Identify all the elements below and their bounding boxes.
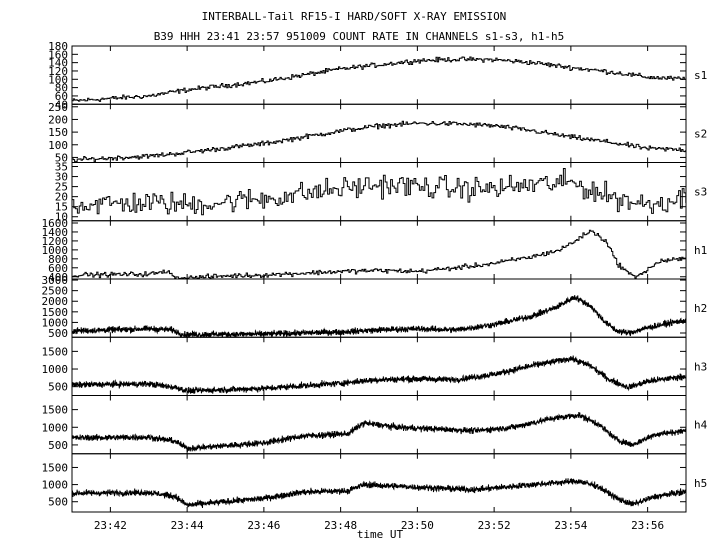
x-tick-label: 23:42 bbox=[94, 519, 127, 532]
x-tick-label: 23:44 bbox=[171, 519, 204, 532]
series-label: s3 bbox=[694, 186, 707, 199]
x-axis: 23:42 23:44 23:46 23:48 23:50 23:52 23:54 23:56 bbox=[94, 519, 664, 532]
y-tick-label: 160 bbox=[48, 48, 68, 61]
y-tick-label: 180 bbox=[48, 40, 68, 53]
y-tick-label: 100 bbox=[48, 73, 68, 86]
y-tick-label: 2000 bbox=[42, 295, 69, 308]
series-label: s1 bbox=[694, 69, 707, 82]
y-tick-label: 1500 bbox=[42, 404, 69, 417]
y-tick-label: 1200 bbox=[42, 235, 69, 248]
series-label: h4 bbox=[694, 419, 708, 432]
y-tick-label: 1000 bbox=[42, 363, 69, 376]
y-tick-label: 1000 bbox=[42, 316, 69, 329]
y-tick-label: 1500 bbox=[42, 461, 69, 474]
y-tick-label: 150 bbox=[48, 126, 68, 139]
y-tick-label: 30 bbox=[55, 171, 68, 184]
y-tick-label: 50 bbox=[55, 151, 68, 164]
series-line-h2 bbox=[71, 295, 687, 339]
y-tick-label: 25 bbox=[55, 181, 68, 194]
series-line-s1 bbox=[72, 56, 687, 102]
y-tick-label: 15 bbox=[55, 201, 68, 214]
x-tick-label: 23:48 bbox=[324, 519, 357, 532]
series-label: h2 bbox=[694, 302, 707, 315]
y-tick-label: 60 bbox=[55, 90, 68, 103]
y-tick-label: 80 bbox=[55, 82, 68, 95]
series-line-s2 bbox=[72, 120, 687, 163]
y-tick-label: 2500 bbox=[42, 285, 69, 298]
chart-subtitle: B39 HHH 23:41 23:57 951009 COUNT RATE IN… bbox=[154, 30, 565, 43]
y-tick-label: 120 bbox=[48, 65, 68, 78]
panel-h4: 500 1000 1500 h4 bbox=[42, 395, 708, 455]
y-tick-label: 1500 bbox=[42, 345, 69, 358]
y-tick-label: 1000 bbox=[42, 479, 69, 492]
panel-frame bbox=[71, 453, 687, 513]
series-line-h1 bbox=[72, 229, 687, 279]
y-tick-label: 1000 bbox=[42, 244, 69, 257]
x-tick-label: 23:46 bbox=[247, 519, 280, 532]
series-line-h3 bbox=[71, 355, 687, 395]
series-label: h5 bbox=[694, 477, 707, 490]
y-tick-label: 40 bbox=[55, 98, 68, 111]
y-tick-label: 100 bbox=[48, 139, 68, 152]
y-tick-label: 500 bbox=[48, 496, 68, 509]
x-tick-label: 23:54 bbox=[554, 519, 587, 532]
y-tick-label: 400 bbox=[48, 271, 68, 284]
y-tick-label: 250 bbox=[48, 101, 68, 114]
panel-frame bbox=[71, 103, 687, 163]
y-tick-label: 1400 bbox=[42, 226, 69, 239]
panel-h3: 500 1000 1500 h3 bbox=[42, 336, 707, 396]
x-tick-label: 23:52 bbox=[478, 519, 511, 532]
y-tick-label: 10 bbox=[55, 211, 68, 224]
x-tick-label: 23:56 bbox=[631, 519, 664, 532]
y-tick-label: 140 bbox=[48, 57, 68, 70]
series-line-h4 bbox=[71, 412, 687, 453]
series-label: s2 bbox=[694, 127, 707, 140]
series-line-s3 bbox=[72, 168, 687, 216]
series-label: h1 bbox=[694, 244, 707, 257]
y-tick-label: 500 bbox=[48, 439, 68, 452]
y-tick-label: 500 bbox=[48, 381, 68, 394]
y-tick-label: 800 bbox=[48, 253, 68, 266]
x-tick-label: 23:50 bbox=[401, 519, 434, 532]
series-line-h5 bbox=[71, 478, 687, 508]
y-tick-label: 1000 bbox=[42, 421, 69, 434]
panel-stack: 406080100120140160180s150100150200250s21… bbox=[42, 40, 708, 513]
y-tick-label: 600 bbox=[48, 262, 68, 275]
panel-h5: 500 1000 1500 h5 bbox=[42, 453, 707, 513]
y-tick-label: 1500 bbox=[42, 306, 69, 319]
x-axis-label: time UT bbox=[357, 528, 404, 541]
y-tick-label: 1600 bbox=[42, 217, 69, 230]
chart-title: INTERBALL-Tail RF15-I HARD/SOFT X-RAY EM… bbox=[202, 10, 507, 23]
y-tick-label: 200 bbox=[48, 113, 68, 126]
y-tick-label: 500 bbox=[48, 327, 68, 340]
series-label: h3 bbox=[694, 360, 707, 373]
y-tick-label: 35 bbox=[55, 161, 68, 174]
y-tick-label: 20 bbox=[55, 191, 68, 204]
panel-frame bbox=[71, 45, 687, 105]
y-tick-label: 3000 bbox=[42, 274, 69, 287]
